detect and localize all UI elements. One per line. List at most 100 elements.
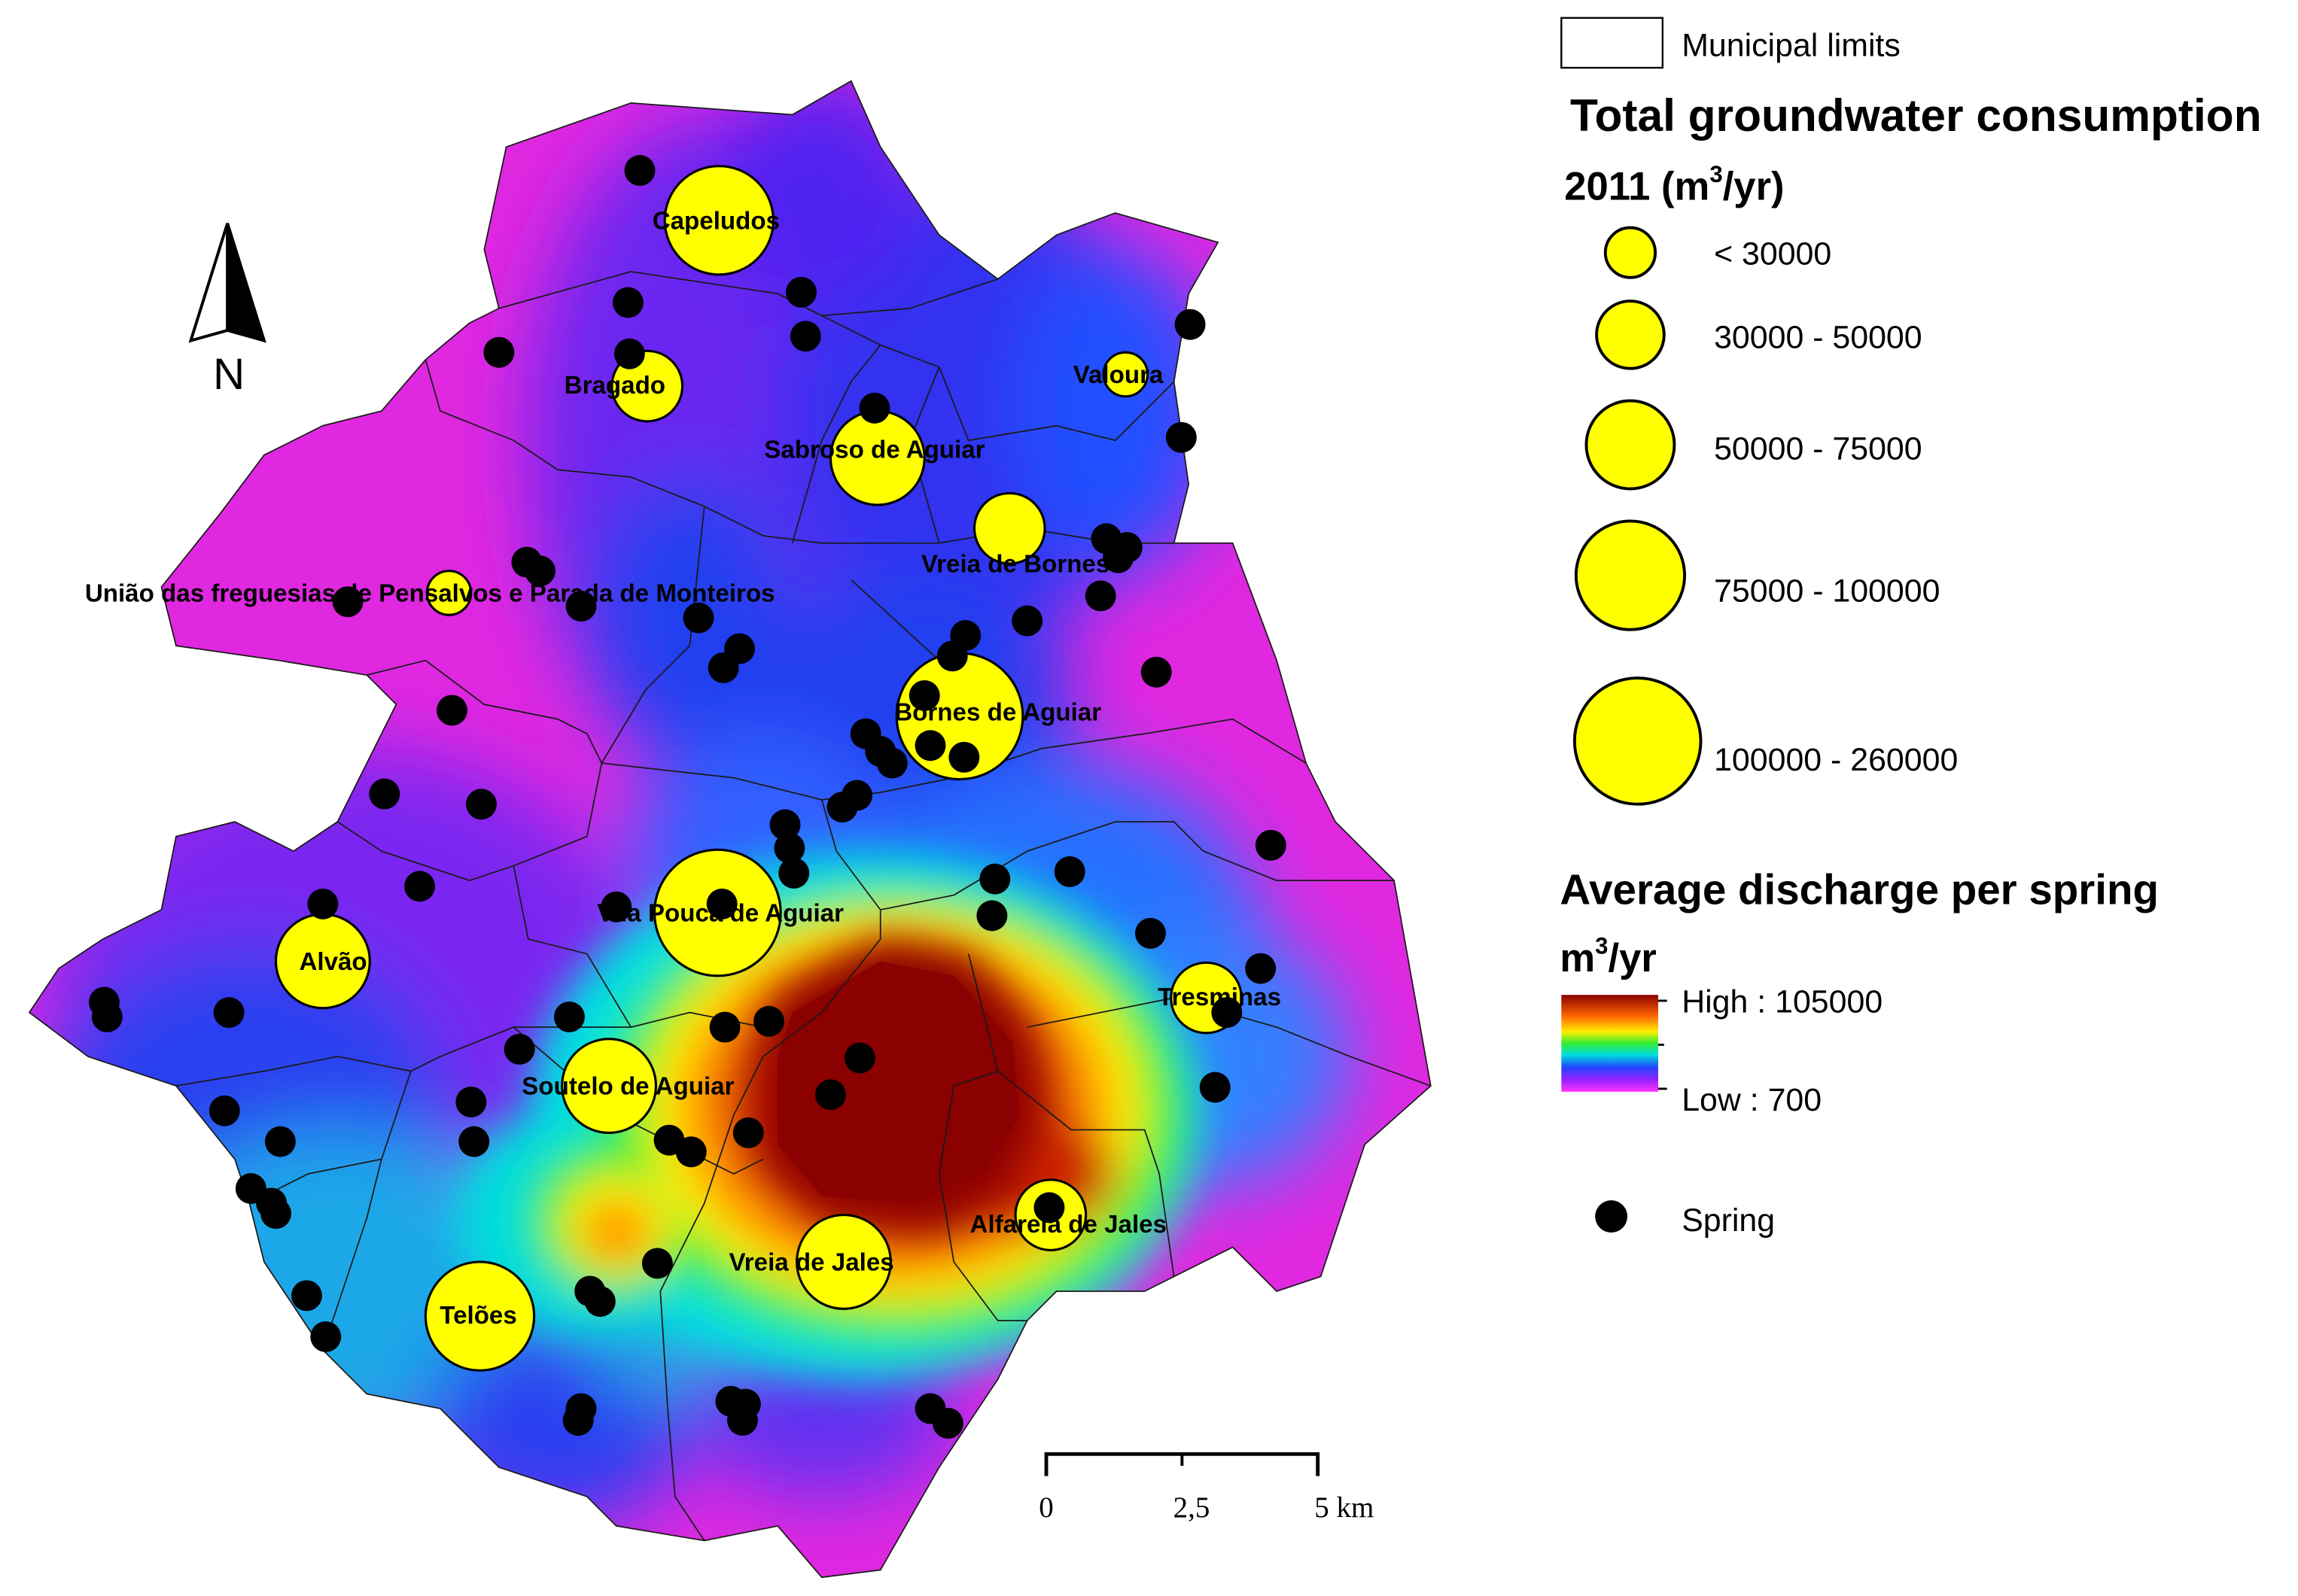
legend-class-circle-5 <box>1572 676 1703 806</box>
spring-dot <box>844 1042 875 1074</box>
parish-label-vreia-de-bornes: Vreia de Bornes <box>921 551 1109 579</box>
spring-dot <box>483 336 515 368</box>
spring-dot <box>785 276 817 308</box>
spring-dot <box>708 652 739 683</box>
spring-dot <box>624 155 656 186</box>
consumption-circle-vreia-de-jales <box>796 1214 892 1310</box>
spring-dot <box>1033 1192 1065 1224</box>
legend-consumption-year-sup: 3 <box>1709 161 1722 187</box>
parish-labels: Capeludos Bragado Valoura Sabroso de Aguiar… <box>85 207 1281 1329</box>
legend-spring-label: Spring <box>1682 1202 1775 1239</box>
legend-municipal-swatch <box>1560 17 1664 69</box>
spring-dot <box>976 900 1008 932</box>
consumption-circle-uniao-das-freguesias-de-pensalvos-e-parada-de-monteiros <box>425 570 473 616</box>
spring-dot <box>455 1087 487 1117</box>
spring-dot <box>915 730 946 762</box>
spring-dot <box>706 888 738 920</box>
legend-class-label-4: 75000 - 100000 <box>1714 573 1940 610</box>
spring-dot <box>1103 542 1134 573</box>
spring-dot <box>814 1079 846 1111</box>
parish-label-uniao-das-freguesias-de-pensalvos-e-parada-de-monteiros: União das freguesias de Pensalvos e Para… <box>85 580 775 608</box>
spring-dot <box>1165 421 1197 453</box>
parish-label-teloes: Telões <box>440 1302 516 1330</box>
legend-discharge-title: Average discharge per spring <box>1560 865 2159 913</box>
parish-label-capeludos: Capeludos <box>653 207 780 235</box>
spring-dot <box>208 1095 240 1126</box>
legend-consumption-title: Total groundwater consumption <box>1570 90 2262 141</box>
spring-dot <box>641 1248 673 1279</box>
legend-class-circle-3 <box>1584 399 1676 491</box>
spring-dot <box>909 679 940 711</box>
consumption-circle-soutelo-de-aguiar <box>561 1038 658 1134</box>
legend-class-label-5: 100000 - 260000 <box>1714 742 1958 778</box>
spring-dot <box>465 789 497 820</box>
spring-dot <box>876 747 908 779</box>
spring-dot <box>979 863 1011 895</box>
spring-dot <box>753 1005 785 1037</box>
legend-consumption-year-suffix: /yr) <box>1723 165 1785 209</box>
parish-label-sabroso-de-aguiar: Sabroso de Aguiar <box>764 436 985 464</box>
spring-dot <box>307 888 339 920</box>
legend-municipal-label: Municipal limits <box>1682 27 1901 63</box>
spring-dot <box>601 891 632 923</box>
legend-discharge-unit: m3/yr <box>1560 933 1657 980</box>
parish-label-bragado: Bragado <box>565 372 665 400</box>
spring-dot <box>859 392 890 424</box>
spring-dot <box>613 338 645 369</box>
spring-dot <box>1012 605 1043 637</box>
north-arrow-icon: N <box>188 223 266 399</box>
spring-dot <box>727 1405 758 1436</box>
spring-dot <box>404 871 436 902</box>
legend-consumption-classes: < 30000 30000 - 50000 50000 - 75000 75000 -… <box>1572 226 1958 806</box>
spring-dot <box>778 857 810 889</box>
spring-dot <box>936 640 968 672</box>
legend-class-label-2: 30000 - 50000 <box>1714 319 1922 355</box>
spring-dot <box>683 602 714 634</box>
spring-dot <box>675 1136 707 1168</box>
spring-dot <box>213 997 245 1029</box>
legend-consumption-year-prefix: 2011 (m <box>1564 165 1709 209</box>
spring-dot <box>1199 1072 1231 1103</box>
spring-dot <box>436 695 467 726</box>
spring-dot <box>932 1407 963 1439</box>
north-label: N <box>213 350 245 399</box>
legend-discharge-unit-sup: 3 <box>1595 933 1608 959</box>
legend-class-circle-1 <box>1603 226 1657 279</box>
spring-dot <box>264 1126 296 1157</box>
spring-dot <box>1054 856 1085 887</box>
legend-class-circle-2 <box>1595 299 1666 370</box>
scale-label-2-5: 2,5 <box>1173 1491 1210 1524</box>
spring-dot <box>458 1126 490 1157</box>
spring-dot <box>948 741 980 773</box>
springs-layer <box>88 155 1286 1439</box>
spring-dot <box>769 809 801 841</box>
legend-discharge-high: High : 105000 <box>1682 984 1883 1020</box>
spring-dot <box>260 1198 291 1230</box>
consumption-circle-valoura <box>1102 351 1149 398</box>
scale-bar: 0 2,5 5 km <box>1039 1452 1374 1524</box>
spring-dot <box>310 1321 342 1352</box>
spring-dot <box>369 778 400 810</box>
spring-dot <box>1085 580 1116 612</box>
spring-dot <box>562 1405 594 1436</box>
spring-dot <box>842 780 873 811</box>
spring-dot <box>584 1286 616 1318</box>
parish-label-bornes-de-aguiar: Bornes de Aguiar <box>894 699 1101 727</box>
parish-label-tresminas: Tresminas <box>1158 983 1281 1011</box>
scale-label-5km: 5 km <box>1314 1491 1374 1524</box>
spring-dot <box>91 1001 123 1032</box>
consumption-circle-vreia-de-bornes <box>972 491 1046 565</box>
spring-dot <box>790 321 821 352</box>
legend-discharge-unit-suffix: /yr <box>1609 936 1657 980</box>
spring-dot <box>1211 997 1243 1029</box>
spring-dot <box>291 1280 322 1312</box>
spring-dot <box>1134 917 1166 949</box>
parish-label-valoura: Valoura <box>1073 361 1164 389</box>
legend-class-label-1: < 30000 <box>1714 236 1831 272</box>
legend: Municipal limits Total groundwater consu… <box>1560 17 2262 1239</box>
parish-label-alvao: Alvão <box>299 948 367 976</box>
spring-dot <box>709 1011 741 1043</box>
